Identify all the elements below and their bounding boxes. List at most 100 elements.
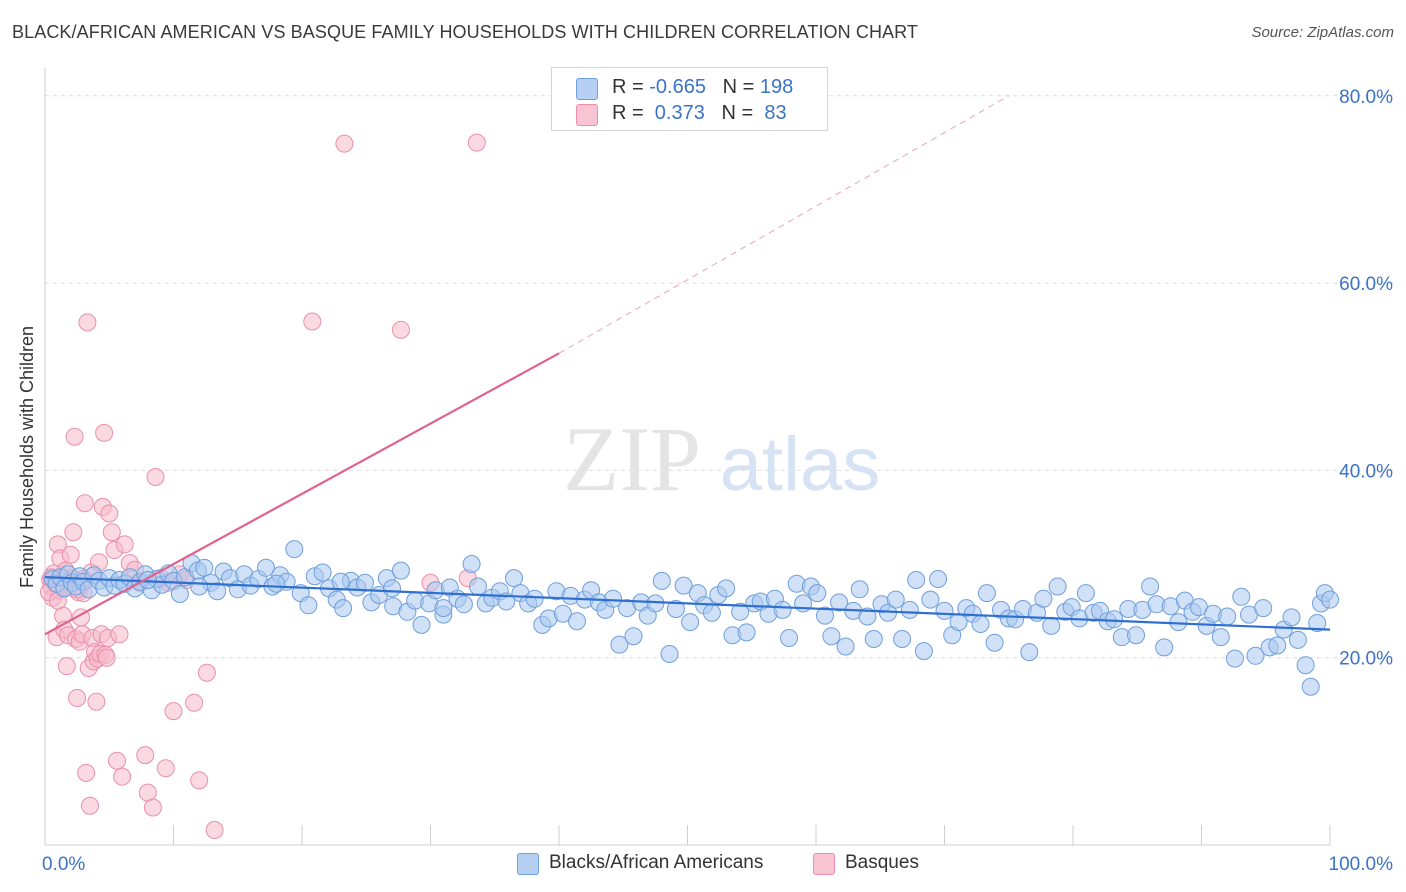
legend-label-blacks: Blacks/African Americans <box>549 852 764 873</box>
blacks-point <box>190 577 209 596</box>
blacks-point <box>921 590 940 609</box>
blacks-point <box>864 630 883 648</box>
basques-point <box>335 134 354 153</box>
basques-point <box>81 796 99 815</box>
basques-point <box>64 523 83 542</box>
blacks-point <box>1211 628 1230 647</box>
y-axis-label: Family Households with Children <box>17 326 37 588</box>
blacks-point <box>886 590 905 609</box>
basques-point <box>164 702 183 721</box>
blacks-point <box>935 601 954 620</box>
blacks-point <box>1048 577 1067 596</box>
blacks-point <box>780 629 798 647</box>
basques-point <box>303 312 322 331</box>
blacks-point <box>929 570 948 588</box>
blacks-point <box>1218 607 1237 626</box>
blacks-point <box>391 561 410 580</box>
basques-point <box>100 504 119 523</box>
blacks-point <box>434 599 453 618</box>
blacks-point <box>1034 589 1053 608</box>
basques-point <box>190 771 209 790</box>
blacks-point <box>1141 577 1160 596</box>
basques-point <box>78 313 97 332</box>
blacks-point <box>858 607 877 626</box>
blacks-point <box>1321 590 1339 609</box>
basques-point <box>97 648 116 667</box>
basques-point <box>68 689 87 707</box>
basques-point <box>185 693 204 712</box>
blacks-point <box>313 563 332 582</box>
legend-r-value: -0.665 <box>649 76 706 98</box>
correlation-legend: R = -0.665 N = 198 R = 0.373 N = 83 <box>551 67 828 131</box>
blacks-point <box>1155 638 1174 657</box>
blacks-point <box>469 577 487 596</box>
basques-trend-extension <box>558 95 1009 354</box>
source-label: Source: ZipAtlas.com <box>1251 24 1394 41</box>
blacks-point <box>505 569 523 588</box>
blacks-point <box>717 579 736 598</box>
blacks-point <box>553 604 572 623</box>
basques-point <box>205 821 224 839</box>
blacks-point <box>267 574 286 593</box>
series-legend: Blacks/African Americans Basques <box>0 852 1406 878</box>
basques-point <box>146 468 165 486</box>
blacks-point <box>731 602 750 621</box>
trend-lines <box>44 95 1331 636</box>
blacks-points <box>43 540 1339 696</box>
blacks-point <box>208 582 227 601</box>
blacks-point <box>836 637 855 656</box>
legend-r-label: R = <box>612 102 650 124</box>
legend-n-value: 83 <box>758 102 787 124</box>
blacks-point <box>822 627 841 646</box>
y-tick-label: 20.0% <box>1339 649 1393 670</box>
blacks-point <box>285 540 304 559</box>
y-tick-label: 40.0% <box>1339 461 1393 482</box>
legend-r-label: R = <box>612 76 650 98</box>
basques-point <box>77 763 96 782</box>
blacks-point <box>1254 599 1273 618</box>
blacks-point <box>356 573 374 592</box>
basques-point <box>391 320 410 339</box>
basques-point <box>75 494 94 513</box>
blacks-point <box>624 627 643 646</box>
legend-swatch-blue <box>517 853 539 875</box>
legend-n-value: 198 <box>759 76 794 98</box>
blacks-point <box>1296 656 1315 675</box>
blacks-point <box>1246 646 1265 665</box>
basques-point <box>467 133 486 152</box>
blacks-point <box>1076 584 1095 603</box>
blacks-point <box>893 630 912 648</box>
blacks-point <box>900 600 919 619</box>
blacks-point <box>1282 608 1301 627</box>
blacks-point <box>604 589 622 608</box>
blacks-point <box>610 635 629 654</box>
blacks-point <box>737 623 756 642</box>
blacks-point <box>525 589 544 608</box>
blacks-point <box>1232 587 1251 606</box>
blacks-point <box>971 615 990 633</box>
blacks-point <box>299 596 318 615</box>
basques-point <box>65 427 84 446</box>
blacks-point <box>674 576 693 595</box>
blacks-point <box>830 593 849 612</box>
basques-points <box>39 133 486 839</box>
legend-swatch-blue <box>576 78 598 100</box>
legend-label-basques: Basques <box>845 852 919 873</box>
watermark-zip: ZIP <box>563 408 701 510</box>
blacks-point <box>1308 614 1327 632</box>
blacks-point <box>568 612 586 631</box>
blacks-point <box>816 606 834 625</box>
blacks-point <box>666 600 685 618</box>
blacks-point <box>914 642 933 661</box>
blacks-point <box>412 615 431 634</box>
blacks-point <box>660 645 679 663</box>
basques-point <box>113 767 132 786</box>
blacks-point <box>808 584 827 603</box>
basques-point <box>87 692 106 711</box>
basques-point <box>156 759 175 778</box>
basques-point <box>110 625 129 644</box>
blacks-point <box>1225 649 1244 668</box>
watermark-atlas: atlas <box>720 422 881 507</box>
legend-n-label: N = <box>721 102 759 124</box>
